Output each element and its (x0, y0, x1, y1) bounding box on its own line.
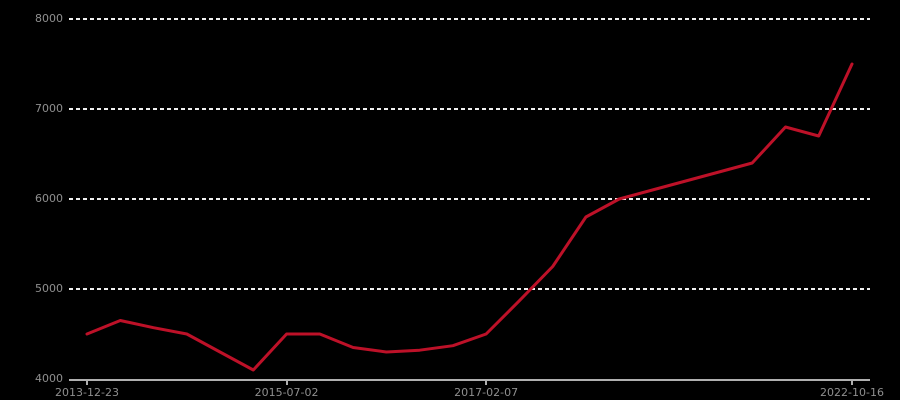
x-axis-tick (485, 381, 488, 385)
y-axis-label: 8000 (35, 12, 63, 25)
gridline (69, 198, 870, 200)
x-axis-tick (285, 381, 288, 385)
x-axis-tick (851, 381, 853, 385)
x-axis-tick (86, 381, 88, 385)
x-axis-line (69, 379, 870, 381)
gridline (69, 288, 870, 290)
x-axis-label: 2015-07-02 (254, 386, 319, 399)
y-axis-label: 4000 (35, 372, 63, 385)
x-axis-label: 2013-12-23 (55, 386, 119, 399)
series-line (85, 62, 854, 372)
x-axis-label: 2022-10-16 (820, 386, 884, 399)
gridline (69, 108, 870, 110)
y-axis-label: 6000 (35, 192, 63, 205)
y-axis-label: 5000 (35, 282, 63, 295)
x-axis-label: 2017-02-07 (454, 386, 519, 399)
gridline (69, 18, 870, 20)
y-axis-label: 7000 (35, 102, 63, 115)
